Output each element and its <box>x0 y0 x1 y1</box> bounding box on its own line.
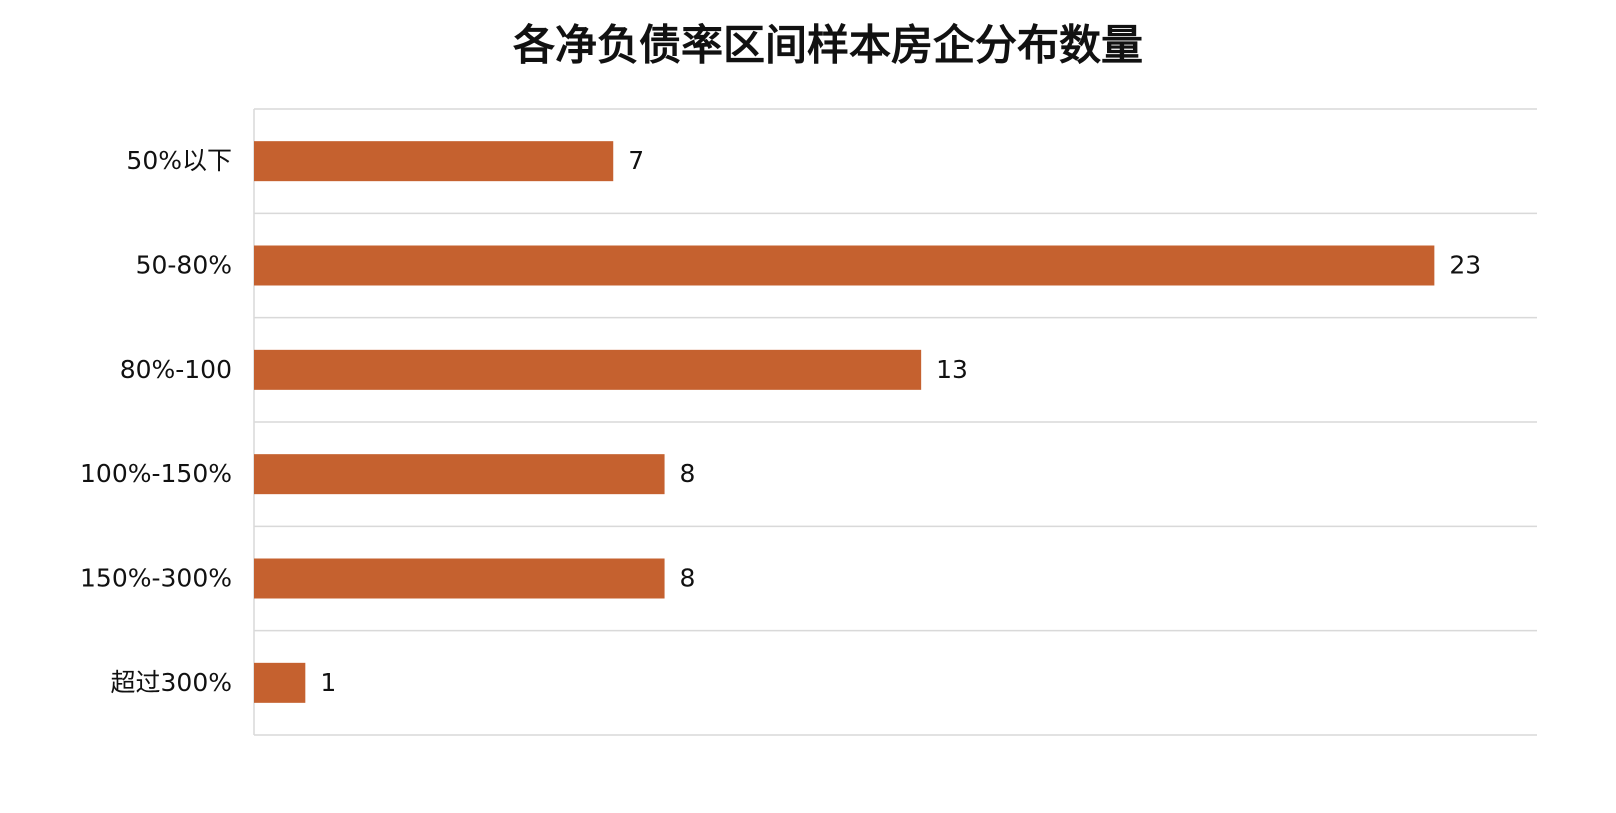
y-tick-label: 超过300% <box>111 668 232 697</box>
y-tick-label: 50-80% <box>136 251 232 280</box>
bar <box>254 245 1435 286</box>
data-label: 23 <box>1449 251 1481 280</box>
bar <box>254 349 922 390</box>
y-tick-label: 50%以下 <box>126 146 232 175</box>
data-label: 13 <box>936 355 968 384</box>
y-tick-label: 150%-300% <box>80 564 232 593</box>
bar <box>254 558 665 599</box>
bar <box>254 454 665 495</box>
y-tick-label: 80%-100 <box>120 355 232 384</box>
bar <box>254 141 614 182</box>
chart-title: 各净负债率区间样本房企分布数量 <box>513 21 1143 70</box>
y-tick-label: 100%-150% <box>80 459 232 488</box>
data-label: 7 <box>628 146 644 175</box>
data-label: 1 <box>320 668 336 697</box>
data-label: 8 <box>680 459 696 488</box>
data-label: 8 <box>680 564 696 593</box>
bar <box>254 662 306 703</box>
